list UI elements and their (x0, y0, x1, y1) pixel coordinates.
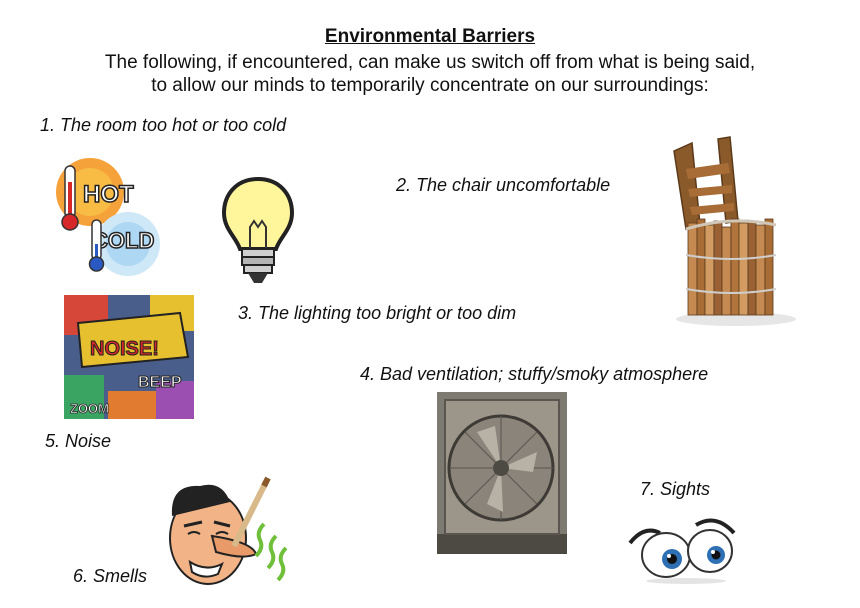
intro-line-1: The following, if encountered, can make … (104, 52, 756, 73)
cold-label: COLD (92, 228, 154, 253)
item-lighting: 3. The lighting too bright or too dim (238, 303, 517, 323)
item-noise: 5. Noise (45, 431, 112, 451)
smelly-nose-cartoon (160, 476, 292, 592)
noise-comic-image: NOISE! BEEP ZOOM (64, 295, 194, 419)
ventilation-fan-image (437, 392, 567, 554)
beep-label: BEEP (138, 374, 182, 391)
hot-cold-icon: HOT COLD (52, 152, 162, 282)
item-chair: 2. The chair uncomfortable (396, 175, 611, 195)
light-bulb-icon (218, 175, 298, 287)
item-smells: 6. Smells (73, 566, 148, 586)
intro-text: The following, if encountered, can make … (0, 51, 860, 97)
zoom-label: ZOOM (70, 401, 109, 416)
item-sights: 7. Sights (640, 479, 711, 499)
hot-label: HOT (83, 181, 134, 208)
intro-line-2: to allow our minds to temporarily concen… (151, 75, 709, 96)
item-room-temperature: 1. The room too hot or too cold (40, 115, 287, 135)
noise-label: NOISE! (90, 338, 159, 360)
cartoon-eyes-icon (626, 511, 738, 585)
item-ventilation: 4. Bad ventilation; stuffy/smoky atmosph… (360, 364, 709, 384)
uncomfortable-chair-image (652, 133, 810, 329)
slide-title: Environmental Barriers (324, 26, 536, 47)
